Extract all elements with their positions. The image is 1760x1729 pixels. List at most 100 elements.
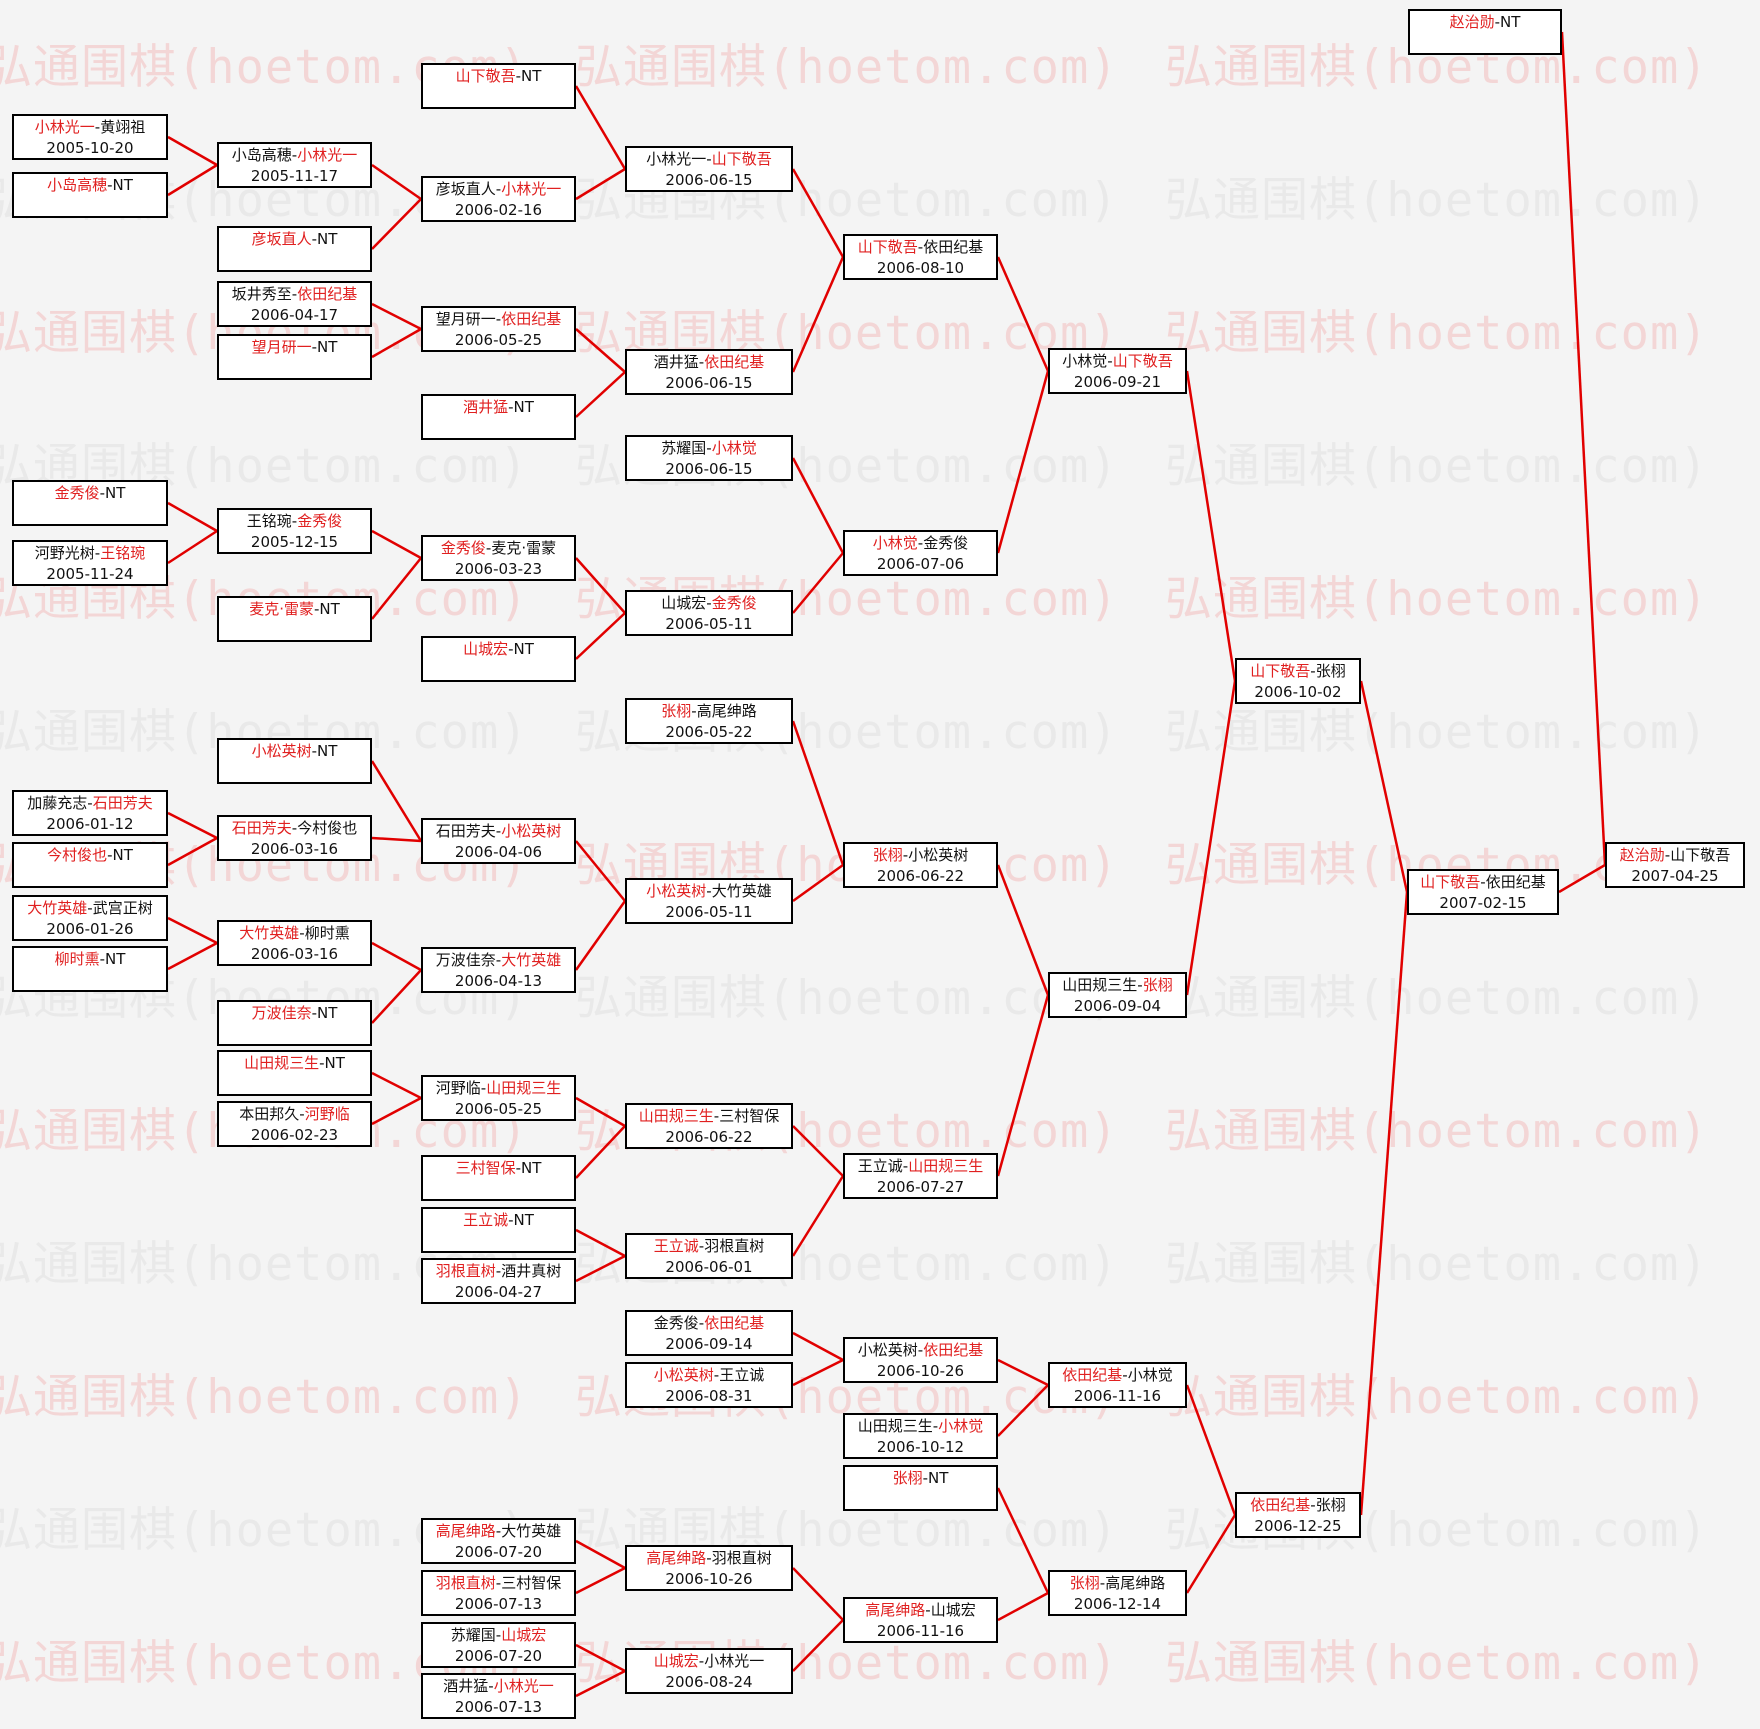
separator: - [311, 742, 318, 760]
match-date: 2006-03-16 [250, 945, 339, 963]
separator: - [485, 539, 492, 557]
match-box-q3c: 河野临-山田规三生 2006-05-25 [421, 1075, 576, 1121]
bracket-line [371, 529, 422, 560]
player-name: 高尾绅路 [1105, 1574, 1166, 1592]
winner-name: 羽根直树 [435, 1262, 496, 1280]
winner-name: 山城宏 [463, 640, 509, 658]
match-players: 赵治勋-山下敬吾 [1607, 845, 1743, 866]
match-box-f1: 赵治勋-山下敬吾 2007-04-25 [1605, 842, 1745, 888]
player-name: 小松英树 [857, 1341, 918, 1359]
bracket-line [996, 864, 1050, 996]
winner-name: 小林光一 [501, 180, 562, 198]
match-date: 2006-03-23 [454, 560, 543, 578]
bracket-line [575, 1228, 626, 1258]
player-name: 小林光一 [704, 1652, 765, 1670]
player-name: NT [112, 846, 133, 864]
player-name: 三村智保 [719, 1107, 780, 1125]
bracket-line [575, 371, 626, 418]
match-players: 小松英树-王立诚 [627, 1365, 791, 1386]
bracket-line [996, 256, 1050, 372]
winner-name: 王铭琬 [100, 544, 146, 562]
bracket-line [1185, 1384, 1237, 1516]
separator: - [706, 150, 712, 168]
separator: - [706, 594, 712, 612]
match-players: 麦克·雷蒙-NT [219, 599, 370, 620]
player-name: 苏耀国 [450, 1626, 496, 1644]
separator: - [917, 238, 924, 256]
separator: - [1494, 13, 1501, 31]
separator: - [515, 67, 522, 85]
separator: - [87, 794, 93, 812]
match-players: 山下敬吾-依田纪基 [1409, 872, 1557, 893]
winner-name: 张栩 [892, 1469, 923, 1487]
separator: - [495, 1574, 502, 1592]
match-date: 2006-05-11 [665, 615, 753, 633]
match-box-q2c: 加藤充志-石田芳夫 2006-01-12 [12, 790, 168, 836]
match-players: 山下敬吾-依田纪基 [845, 237, 996, 258]
match-players: 小松英树-NT [219, 741, 370, 762]
bracket-line [371, 1096, 422, 1126]
bracket-line [575, 1125, 626, 1179]
separator: - [706, 439, 712, 457]
player-name: 小林觉 [1062, 352, 1108, 370]
winner-name: 山下敬吾 [711, 150, 772, 168]
separator: - [902, 846, 909, 864]
separator: - [917, 534, 924, 552]
separator: - [922, 1469, 929, 1487]
separator: - [1310, 1496, 1316, 1514]
separator: - [508, 640, 514, 658]
match-date: 2006-07-13 [454, 1698, 543, 1716]
match-players: 石田芳夫-小松英树 [423, 821, 574, 842]
match-box-q2b: 小松英树-NT [217, 738, 372, 784]
bracket-line [370, 760, 423, 842]
winner-name: 山下敬吾 [1420, 873, 1481, 891]
separator: - [902, 1157, 909, 1175]
match-box-q1h: 坂井秀至-依田纪基 2006-04-17 [217, 281, 372, 327]
match-date: 2006-02-23 [250, 1126, 339, 1144]
player-name: NT [319, 600, 340, 618]
player-name: 望月研一 [435, 310, 496, 328]
match-box-q4n: 张栩-高尾绅路 2006-12-14 [1048, 1570, 1187, 1616]
separator: - [1664, 846, 1671, 864]
player-name: 羽根直树 [704, 1237, 765, 1255]
winner-name: 山下敬吾 [1112, 352, 1173, 370]
winner-name: 依田纪基 [1062, 1366, 1123, 1384]
player-name: NT [521, 1159, 542, 1177]
match-players: 石田芳夫-今村俊也 [219, 818, 370, 839]
separator: - [508, 1211, 514, 1229]
bracket-line [792, 863, 844, 903]
match-box-q4o: 依田纪基-张栩 2006-12-25 [1235, 1492, 1361, 1538]
separator: - [107, 176, 113, 194]
winner-name: 今村俊也 [47, 846, 108, 864]
match-box-q1q: 王铭琬-金秀俊 2005-12-15 [217, 508, 372, 554]
separator: - [299, 1105, 305, 1123]
match-players: 山田规三生-NT [219, 1053, 370, 1074]
player-name: 大竹英雄 [711, 882, 772, 900]
separator: - [925, 1601, 931, 1619]
separator: - [313, 600, 320, 618]
bracket-line [371, 557, 422, 620]
match-players: 山下敬吾-张栩 [1237, 661, 1359, 682]
separator: - [87, 899, 93, 917]
winner-name: 高尾绅路 [646, 1549, 707, 1567]
separator: - [291, 819, 298, 837]
player-name: 万波佳奈 [435, 951, 496, 969]
bracket-line [1185, 370, 1237, 682]
separator: - [94, 544, 101, 562]
player-name: 王铭琬 [246, 512, 292, 530]
winner-name: 山城宏 [653, 1652, 699, 1670]
match-players: 坂井秀至-依田纪基 [219, 284, 370, 305]
player-name: 羽根直树 [711, 1549, 772, 1567]
match-players: 高尾绅路-山城宏 [845, 1600, 996, 1621]
match-date: 2006-06-22 [665, 1128, 753, 1146]
match-box-q1w: 小林觉-山下敬吾 2006-09-21 [1048, 348, 1187, 394]
bracket-line [167, 941, 218, 971]
match-date: 2006-11-16 [876, 1622, 965, 1640]
match-date: 2006-07-06 [876, 555, 965, 573]
player-name: NT [105, 484, 126, 502]
match-players: 望月研一-NT [219, 337, 370, 358]
match-players: 小岛高穂-NT [14, 175, 166, 196]
winner-name: 赵治勋 [1619, 846, 1665, 864]
match-players: 山田规三生-张栩 [1050, 975, 1185, 996]
